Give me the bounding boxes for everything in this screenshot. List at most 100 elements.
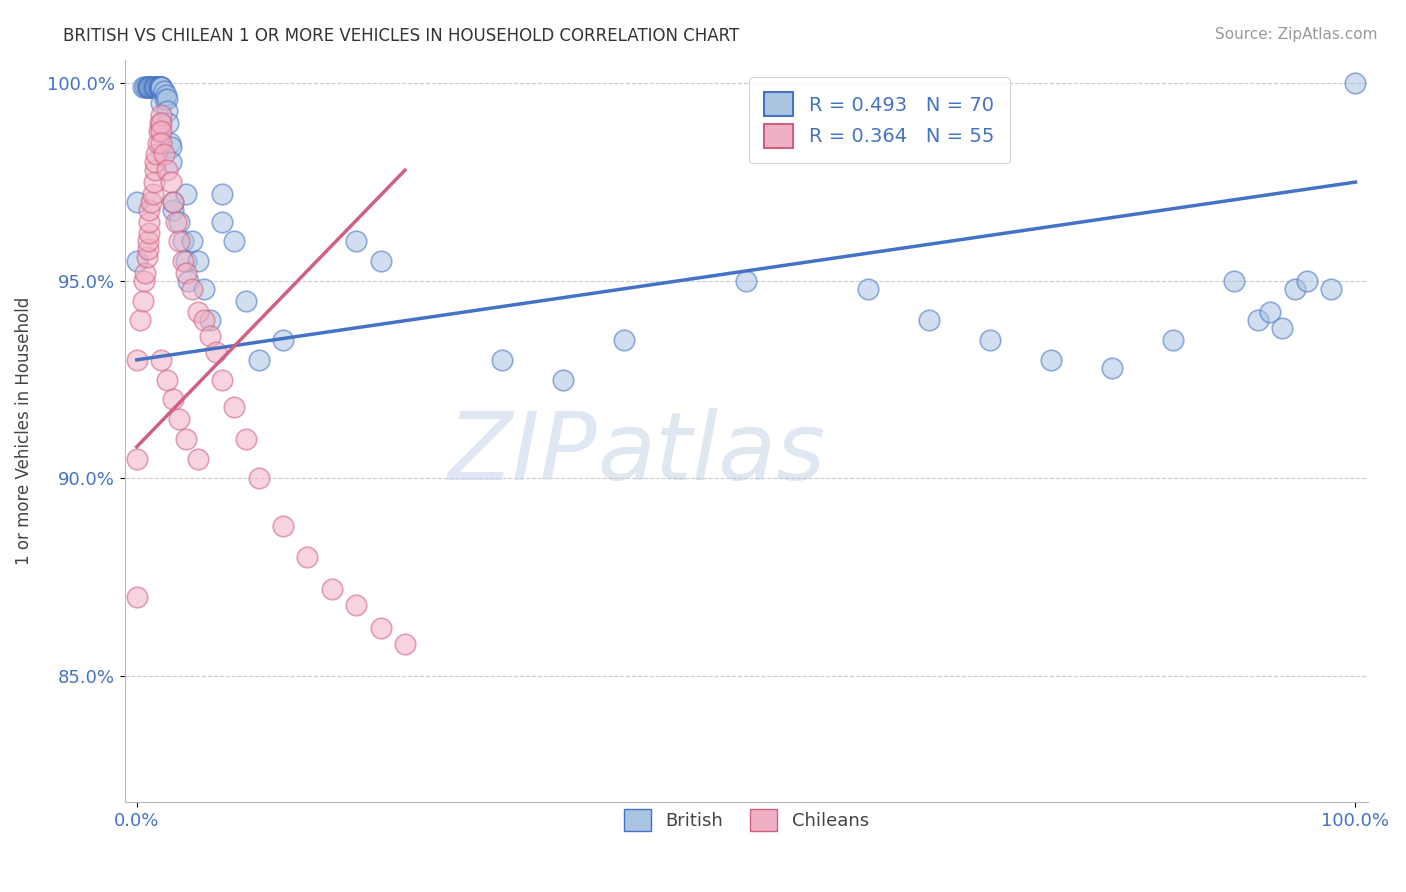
- Point: [1161, 333, 1184, 347]
- Point: [138, 80, 160, 95]
- Point: [198, 313, 221, 327]
- Point: [211, 214, 233, 228]
- Point: [143, 163, 166, 178]
- Point: [142, 175, 165, 189]
- Point: [150, 136, 173, 150]
- Text: atlas: atlas: [598, 408, 825, 499]
- Point: [169, 412, 191, 426]
- Point: [1320, 282, 1343, 296]
- Point: [1295, 274, 1317, 288]
- Point: [321, 582, 343, 596]
- Point: [235, 432, 257, 446]
- Point: [165, 214, 187, 228]
- Point: [132, 80, 155, 95]
- Point: [187, 451, 209, 466]
- Point: [135, 250, 157, 264]
- Point: [156, 373, 179, 387]
- Point: [156, 92, 179, 106]
- Point: [162, 202, 184, 217]
- Point: [271, 518, 294, 533]
- Point: [155, 88, 177, 103]
- Point: [125, 590, 148, 604]
- Point: [138, 80, 160, 95]
- Point: [856, 282, 879, 296]
- Point: [187, 305, 209, 319]
- Point: [198, 329, 221, 343]
- Point: [918, 313, 941, 327]
- Point: [141, 80, 163, 95]
- Point: [613, 333, 636, 347]
- Point: [150, 80, 173, 95]
- Point: [491, 352, 513, 367]
- Point: [344, 598, 367, 612]
- Point: [344, 235, 367, 249]
- Point: [125, 254, 148, 268]
- Point: [138, 202, 160, 217]
- Point: [247, 352, 270, 367]
- Point: [152, 84, 174, 98]
- Point: [172, 235, 194, 249]
- Point: [187, 254, 209, 268]
- Point: [150, 80, 173, 95]
- Point: [149, 80, 172, 95]
- Point: [132, 293, 155, 308]
- Text: ZIP: ZIP: [447, 408, 598, 499]
- Point: [132, 274, 155, 288]
- Point: [174, 432, 197, 446]
- Point: [145, 147, 167, 161]
- Point: [150, 80, 173, 95]
- Point: [150, 108, 173, 122]
- Point: [394, 637, 416, 651]
- Point: [146, 80, 169, 95]
- Point: [370, 622, 392, 636]
- Point: [180, 235, 202, 249]
- Text: BRITISH VS CHILEAN 1 OR MORE VEHICLES IN HOUSEHOLD CORRELATION CHART: BRITISH VS CHILEAN 1 OR MORE VEHICLES IN…: [63, 27, 740, 45]
- Point: [1222, 274, 1244, 288]
- Point: [169, 235, 191, 249]
- Point: [138, 214, 160, 228]
- Point: [156, 163, 179, 178]
- Point: [211, 373, 233, 387]
- Point: [148, 80, 170, 95]
- Point: [134, 266, 156, 280]
- Point: [160, 139, 183, 153]
- Point: [224, 235, 246, 249]
- Point: [129, 313, 152, 327]
- Point: [150, 116, 173, 130]
- Point: [1284, 282, 1306, 296]
- Point: [735, 274, 758, 288]
- Point: [145, 80, 167, 95]
- Point: [125, 194, 148, 209]
- Point: [1258, 305, 1281, 319]
- Point: [979, 333, 1001, 347]
- Point: [156, 103, 179, 118]
- Point: [174, 266, 197, 280]
- Point: [148, 124, 170, 138]
- Point: [125, 451, 148, 466]
- Point: [235, 293, 257, 308]
- Point: [247, 471, 270, 485]
- Point: [160, 155, 183, 169]
- Point: [143, 80, 166, 95]
- Point: [193, 313, 215, 327]
- Point: [224, 401, 246, 415]
- Point: [136, 80, 159, 95]
- Point: [150, 80, 173, 95]
- Point: [138, 227, 160, 241]
- Point: [153, 92, 176, 106]
- Point: [169, 214, 191, 228]
- Point: [1271, 321, 1294, 335]
- Point: [125, 352, 148, 367]
- Point: [134, 80, 156, 95]
- Point: [148, 80, 170, 95]
- Point: [160, 175, 183, 189]
- Point: [143, 155, 166, 169]
- Point: [1247, 313, 1270, 327]
- Y-axis label: 1 or more Vehicles in Household: 1 or more Vehicles in Household: [15, 297, 32, 565]
- Point: [174, 254, 197, 268]
- Point: [205, 345, 228, 359]
- Point: [1039, 352, 1062, 367]
- Point: [142, 80, 165, 95]
- Point: [142, 186, 165, 201]
- Point: [141, 194, 163, 209]
